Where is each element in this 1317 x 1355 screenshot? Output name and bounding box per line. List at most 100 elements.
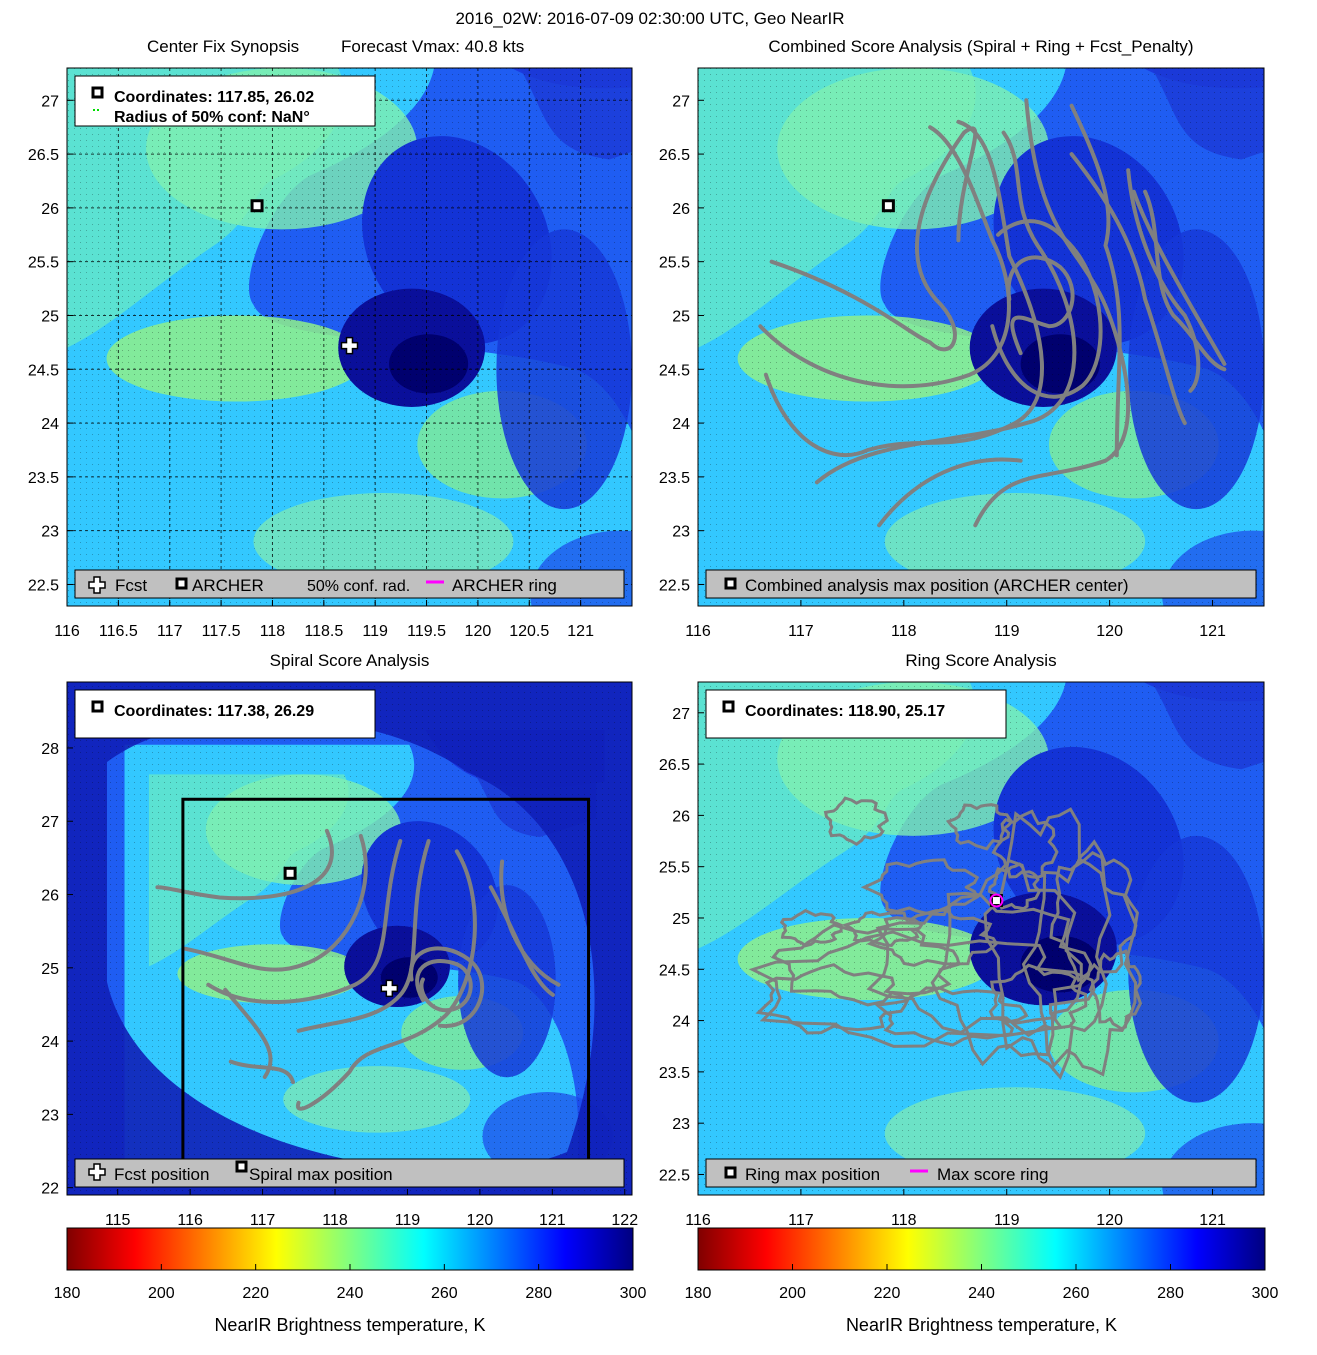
x-tick-label: 117 — [157, 623, 183, 640]
x-tick-label: 119 — [395, 1212, 421, 1229]
axes-frame — [66, 67, 633, 607]
colorbar-tick-label: 240 — [968, 1285, 995, 1302]
x-tick-label: 120.5 — [509, 623, 549, 640]
y-tick-label: 22.5 — [659, 1167, 690, 1184]
spiral-contour — [990, 219, 1103, 399]
spiral-contour — [223, 987, 295, 1085]
ring-contour — [873, 986, 1028, 1047]
y-tick-label: 26.5 — [659, 757, 690, 774]
archer-legend-icon — [175, 577, 188, 590]
y-tick-label: 26 — [672, 201, 690, 218]
x-tick-label: 117.5 — [202, 623, 241, 640]
y-tick-label: 27 — [672, 706, 690, 723]
spiral-contour — [409, 946, 485, 1028]
eye-ring-contour — [415, 959, 473, 1013]
y-tick-label: 28 — [41, 741, 59, 758]
heatmap-field — [67, 682, 632, 1195]
figure-title: 2016_02W: 2016-07-09 02:30:00 UTC, Geo N… — [455, 9, 844, 28]
archer-marker — [881, 199, 895, 213]
ring-max-legend-icon — [724, 1166, 737, 1179]
y-tick-label: 25 — [672, 308, 690, 325]
contour-group — [748, 796, 1143, 1081]
legend-label: 50% conf. rad. — [307, 578, 410, 595]
y-tick-label: 24 — [672, 416, 690, 433]
ring-contour — [945, 803, 1014, 851]
fcst-legend-icon — [88, 1163, 106, 1181]
x-tick-label: 119 — [362, 623, 388, 640]
colorbar-gradient — [697, 1227, 1266, 1271]
y-tick-label: 24.5 — [659, 362, 690, 379]
x-tick-label: 122 — [611, 1212, 638, 1229]
colorbar-right: 180 200 220 240 260 280 300 NearIR Brightness t… — [685, 1227, 1278, 1335]
colorbar-tick-label: 220 — [242, 1285, 269, 1302]
colorbar-tick-label: 220 — [874, 1285, 901, 1302]
spiral-legend-icon — [235, 1160, 248, 1173]
spiral-contour — [877, 457, 1023, 528]
pixel-texture — [67, 682, 632, 1195]
panel-title: Center Fix Synopsis — [147, 37, 299, 56]
x-tick-label: 117 — [788, 1212, 814, 1229]
x-tick-label: 118 — [260, 623, 286, 640]
x-tick-label: 115 — [105, 1212, 131, 1229]
y-tick-label: 24 — [41, 416, 59, 433]
axes-frame — [697, 67, 1265, 607]
y-tick-label: 26 — [41, 888, 59, 905]
ring-contour — [983, 807, 1112, 1081]
ring-contour — [1021, 850, 1138, 1077]
y-tick-label: 25 — [41, 308, 59, 325]
spiral-contour — [1143, 189, 1227, 372]
fcst-marker — [380, 979, 399, 998]
colorbar-label: NearIR Brightness temperature, K — [846, 1315, 1117, 1335]
ring-contour — [866, 893, 1093, 1035]
y-tick-label: 23.5 — [28, 470, 59, 487]
ring-contour — [755, 963, 910, 1035]
x-tick-label: 120 — [467, 1212, 494, 1229]
legend-label: Fcst position — [114, 1165, 209, 1184]
ring-contour — [841, 910, 924, 947]
archer-legend-icon — [724, 577, 737, 590]
spiral-contour — [155, 828, 334, 901]
heatmap-field — [698, 682, 1264, 1195]
y-tick-label: 22 — [41, 1181, 59, 1198]
panel-spiral: Spiral Score Analysis 115 116 117 118 119 120 1… — [41, 651, 638, 1229]
spiral-contour — [183, 833, 368, 972]
spiral-contour — [769, 126, 978, 352]
panel-title: Ring Score Analysis — [905, 651, 1056, 670]
info-marker-icon — [91, 700, 104, 713]
y-tick-label: 24 — [41, 1034, 59, 1051]
info-line: Coordinates: 118.90, 25.17 — [745, 703, 945, 720]
spiral-contour — [206, 839, 403, 1005]
x-tick-label: 116 — [685, 1212, 711, 1229]
spiral-contour — [1069, 152, 1187, 426]
y-tick-label: 23.5 — [659, 1065, 690, 1082]
y-tick-label: 24.5 — [28, 362, 59, 379]
panel-synopsis: Center Fix Synopsis Forecast Vmax: 40.8 k… — [28, 37, 633, 640]
ring-contour — [860, 858, 980, 917]
legend-label: Combined analysis max position (ARCHER c… — [745, 576, 1129, 595]
y-tick-label: 23 — [41, 524, 59, 541]
archer-marker — [989, 894, 1003, 908]
x-tick-label: 120 — [1096, 623, 1123, 640]
y-tick-label: 25.5 — [659, 255, 690, 272]
legend-label: ARCHER — [192, 576, 264, 595]
colorbar-tick-label: 260 — [1063, 1285, 1090, 1302]
x-tick-label: 118 — [891, 1212, 917, 1229]
colorbar-tick-label: 180 — [685, 1285, 712, 1302]
y-tick-label: 25.5 — [28, 255, 59, 272]
max-score-ring — [989, 893, 1004, 908]
colorbar-left: 180 200 220 240 260 280 300 NearIR Brightness t… — [54, 1227, 647, 1335]
legend-label: Max score ring — [937, 1165, 1048, 1184]
info-line: Coordinates: 117.38, 26.29 — [114, 703, 314, 720]
legend-box — [705, 569, 1257, 599]
info-line: Radius of 50% conf: NaN° — [114, 109, 310, 126]
x-tick-label: 116 — [177, 1212, 203, 1229]
ring-contour — [779, 908, 843, 948]
x-tick-label: 121 — [539, 1212, 566, 1229]
archer-marker — [283, 866, 297, 880]
axes-frame — [66, 681, 633, 1196]
ring-contour — [991, 809, 1059, 880]
info-line: Coordinates: 117.85, 26.02 — [114, 89, 314, 106]
panel-combined: Combined Score Analysis (Spiral + Ring +… — [659, 37, 1265, 640]
colorbar-tick-label: 300 — [620, 1285, 647, 1302]
ring-contour — [988, 963, 1088, 1038]
